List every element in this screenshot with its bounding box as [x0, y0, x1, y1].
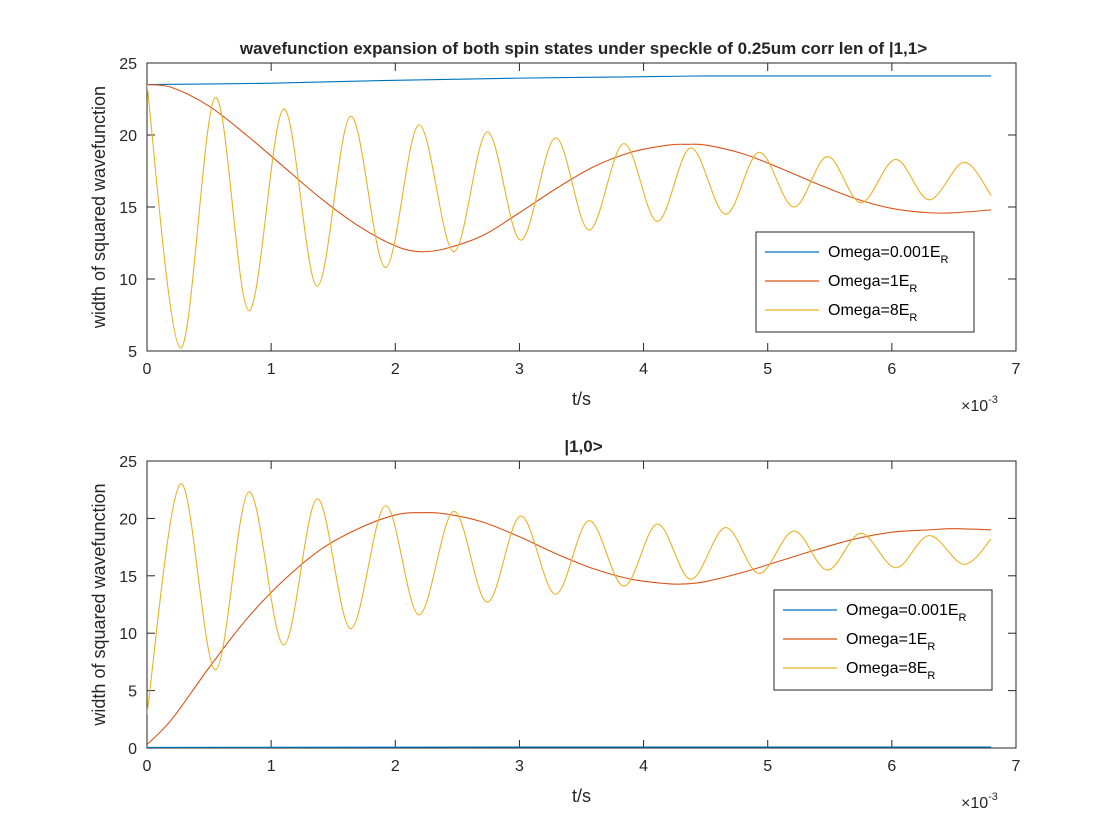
- legend-entry: Omega=1ER: [828, 273, 917, 295]
- x-tick-label: 7: [1012, 758, 1021, 775]
- x-tick-label: 6: [887, 758, 896, 775]
- y-tick-label: 5: [128, 684, 137, 701]
- x-tick-label: 4: [639, 758, 648, 775]
- legend-entry: Omega=0.001ER: [846, 602, 967, 624]
- x-tick-label: 7: [1012, 361, 1021, 378]
- y-tick-label: 10: [119, 626, 137, 643]
- y-tick-label: 15: [119, 200, 137, 217]
- x-tick-label: 3: [515, 361, 524, 378]
- legend-entry: Omega=8ER: [828, 302, 917, 324]
- series-line-2: [147, 84, 992, 253]
- legend-box: [773, 589, 993, 691]
- subplot-1: 0 1 2 3 4 5 6 7 5 10 15 20 25 wavefunction expansion …: [89, 39, 1021, 415]
- x-axis-label: t/s: [572, 786, 591, 806]
- x-exponent-label: ×10-3: [961, 394, 998, 415]
- legend-entry: Omega=0.001ER: [828, 244, 949, 266]
- legend: Omega=0.001ER Omega=1ER Omega=8ER: [773, 589, 993, 691]
- legend-entry: Omega=1ER: [846, 631, 935, 653]
- x-tick-label: 3: [515, 758, 524, 775]
- chart-title: |1,0>: [564, 437, 602, 456]
- subplot-2: 0 1 2 3 4 5 6 7 0 5 10 15 20 25 |1,0> t/s width of squar…: [89, 437, 1021, 812]
- y-tick-label: 0: [128, 741, 137, 758]
- x-tick-label: 2: [391, 361, 400, 378]
- x-tick-label: 2: [391, 758, 400, 775]
- y-axis-label: width of squared wavefunction: [89, 483, 109, 726]
- y-tick-label: 25: [119, 454, 137, 471]
- x-axis-label: t/s: [572, 389, 591, 409]
- x-tick-label: 0: [143, 361, 152, 378]
- x-tick-label: 0: [143, 758, 152, 775]
- chart-title: wavefunction expansion of both spin stat…: [239, 39, 927, 58]
- y-axis-label: width of squared wavefunction: [89, 86, 109, 329]
- x-tick-label: 5: [763, 758, 772, 775]
- x-tick-label: 1: [267, 361, 276, 378]
- series-line-3: [147, 483, 992, 714]
- y-tick-label: 20: [119, 511, 137, 528]
- series-line-1: [147, 75, 992, 86]
- legend: Omega=0.001ER Omega=1ER Omega=8ER: [755, 231, 975, 333]
- legend-entry: Omega=8ER: [846, 660, 935, 682]
- y-tick-label: 20: [119, 128, 137, 145]
- y-tick-label: 5: [128, 344, 137, 361]
- x-tick-label: 1: [267, 758, 276, 775]
- y-tick-label: 25: [119, 56, 137, 73]
- legend-box: [755, 231, 975, 333]
- series-line-3: [147, 84, 992, 349]
- x-tick-label: 5: [763, 361, 772, 378]
- x-tick-label: 6: [887, 361, 896, 378]
- x-tick-label: 4: [639, 361, 648, 378]
- y-tick-label: 10: [119, 272, 137, 289]
- y-tick-label: 15: [119, 569, 137, 586]
- x-exponent-label: ×10-3: [961, 791, 998, 812]
